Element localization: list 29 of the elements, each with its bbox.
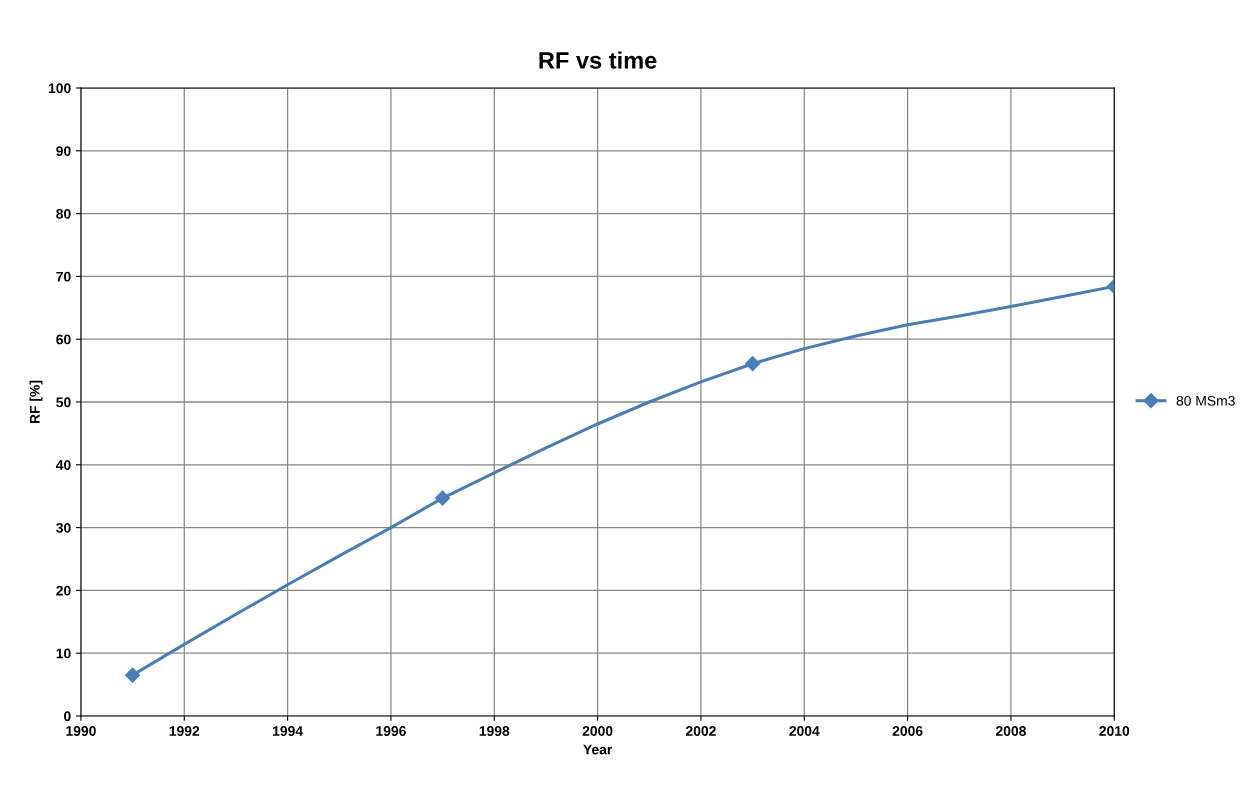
x-tick-label: 2004 (789, 726, 820, 736)
y-tick-label: 60 (56, 334, 71, 345)
x-tick-label: 1996 (376, 726, 406, 736)
y-tick-label: 50 (56, 397, 71, 408)
x-tick-label: 1994 (273, 726, 303, 736)
y-tick-label: 40 (55, 460, 71, 470)
x-tick-label: 2008 (995, 726, 1026, 736)
chart-title: RF vs time (539, 51, 657, 69)
y-tick-label: 20 (56, 585, 71, 596)
y-tick-label: 100 (48, 83, 71, 94)
y-tick-label: 10 (56, 648, 71, 659)
x-tick-label: 1998 (479, 726, 510, 736)
x-axis-title: Year (583, 744, 613, 755)
y-tick-label: 80 (56, 208, 71, 219)
y-axis-title: RF [%] (29, 380, 43, 424)
y-tick-label: 90 (56, 146, 71, 156)
point (435, 490, 451, 506)
x-tick-label: 2002 (685, 726, 716, 736)
y-tick-label: 0 (64, 711, 71, 722)
x-tick-label: 2010 (1099, 726, 1130, 736)
x-tick-label: 1990 (66, 726, 96, 736)
point (125, 667, 141, 683)
y-tick-label: 70 (56, 271, 71, 282)
y-tick-label: 30 (56, 522, 71, 533)
legend-label: 80 MSm3 (1176, 395, 1235, 406)
x-tick-label: 2000 (582, 726, 613, 736)
point (745, 356, 761, 372)
x-tick-label: 1992 (169, 726, 200, 736)
x-tick-label: 2006 (892, 726, 923, 736)
